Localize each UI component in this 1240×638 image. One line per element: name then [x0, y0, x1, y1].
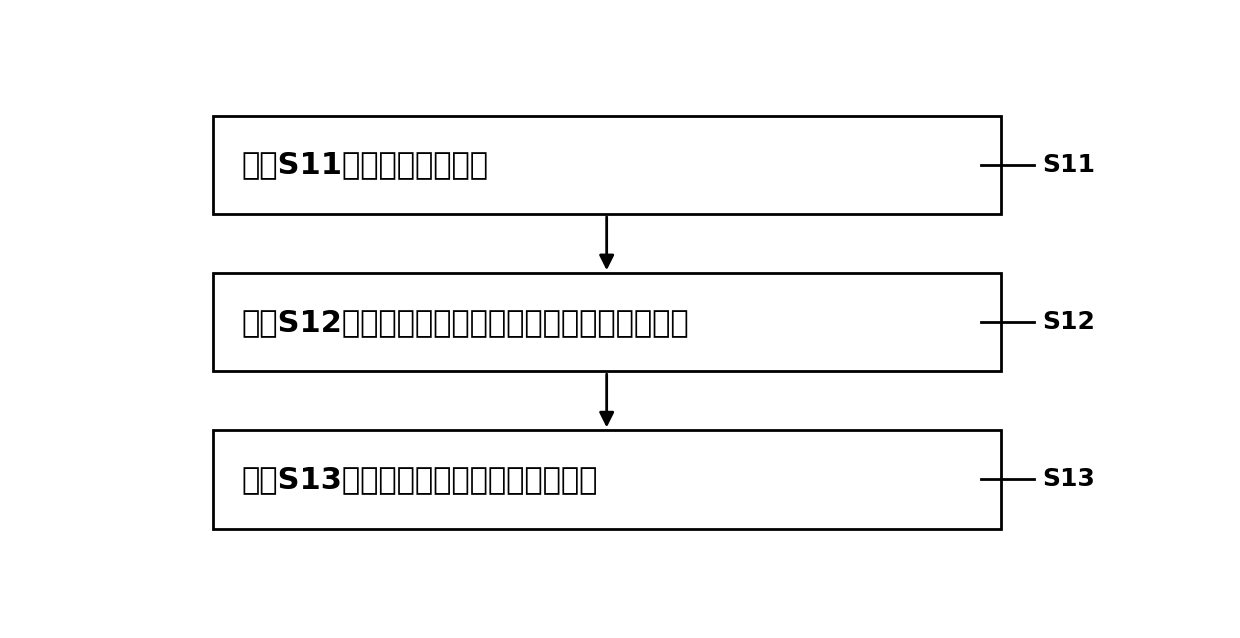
Bar — [213, 116, 1001, 214]
Bar — [213, 430, 1001, 528]
Text: 步骤S11，提供一测试环境: 步骤S11，提供一测试环境 — [242, 151, 489, 179]
Text: 步骤S13，将温度测量器设置在安装孔内: 步骤S13，将温度测量器设置在安装孔内 — [242, 465, 598, 494]
Text: S11: S11 — [1042, 153, 1095, 177]
Bar — [213, 273, 1001, 371]
Text: S12: S12 — [1042, 310, 1095, 334]
Text: 步骤S12，于测试环境下在散热片上设置一个安装孔: 步骤S12，于测试环境下在散热片上设置一个安装孔 — [242, 308, 689, 337]
Text: S13: S13 — [1042, 468, 1095, 491]
